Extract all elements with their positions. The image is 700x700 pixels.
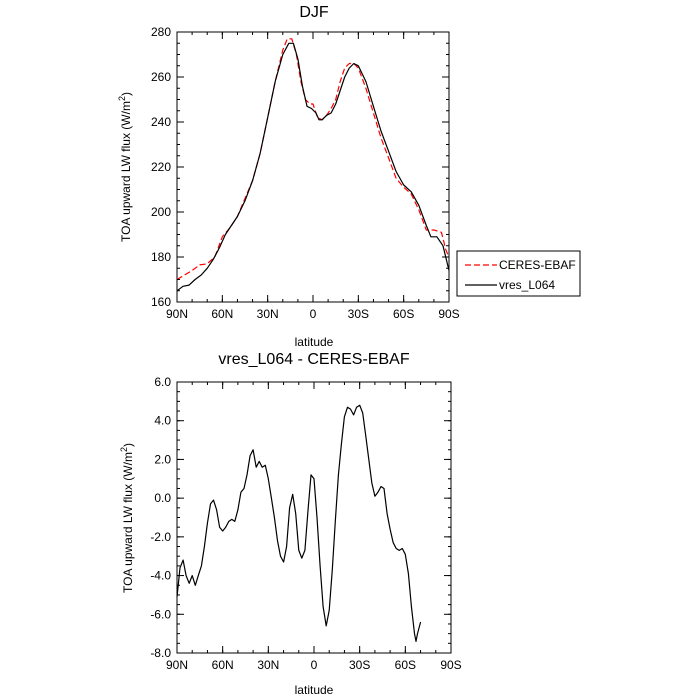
series-lines — [176, 38, 450, 292]
x-tick-label: 60N — [211, 307, 233, 321]
x-axis-label: latitude — [295, 683, 334, 697]
legend-box — [456, 250, 581, 297]
x-tick-label: 90S — [440, 658, 461, 672]
series-line-ceres-ebaf — [176, 38, 450, 281]
y-tick-label: 220 — [151, 160, 171, 174]
y-tick-label: 260 — [151, 70, 171, 84]
series-lines — [176, 404, 422, 642]
y-tick-label: 160 — [151, 295, 171, 309]
y-tick-label: 200 — [151, 205, 171, 219]
y-tick-label: -6.0 — [150, 607, 171, 621]
chart-panel-difference: vres_L064 - CERES-EBAF 90N 60N 30N 0 30S 60S 9… — [119, 351, 462, 697]
y-tick-label: -8.0 — [150, 646, 171, 660]
series-line-difference — [176, 404, 422, 642]
x-tick-label: 0 — [310, 307, 317, 321]
x-tick-label: 90N — [166, 307, 188, 321]
y-axis-label: TOA upward LW flux (W/m2) — [119, 443, 135, 593]
y-tick-label: 2.0 — [154, 452, 171, 466]
y-tick-label: 0.0 — [154, 491, 171, 505]
y-tick-label: 280 — [151, 25, 171, 39]
y-tick-label: 4.0 — [154, 414, 171, 428]
y-tick-label: 240 — [151, 115, 171, 129]
y-tick-label: 6.0 — [154, 375, 171, 389]
y-axis: 160 180 200 220 240 260 280 — [151, 25, 449, 309]
legend: CERES-EBAF vres_L064 — [456, 250, 581, 297]
y-tick-label: 180 — [151, 250, 171, 264]
plot-frame — [176, 31, 450, 303]
x-tick-label: 30S — [349, 658, 370, 672]
x-tick-label: 0 — [311, 658, 318, 672]
y-tick-label: -2.0 — [150, 530, 171, 544]
y-axis-label: TOA upward LW flux (W/m2) — [117, 92, 133, 242]
chart-panel-djf: DJF 90N 60N 30N 0 30S 60S 90S 160 180 200 220 240 2… — [117, 4, 581, 349]
chart-title: DJF — [299, 4, 329, 21]
x-axis-label: latitude — [295, 335, 334, 349]
x-tick-label: 30N — [257, 658, 279, 672]
series-line-vres-l064 — [176, 42, 450, 292]
chart-title: vres_L064 - CERES-EBAF — [218, 351, 409, 368]
y-axis: -8.0 -6.0 -4.0 -2.0 0.0 2.0 4.0 6.0 — [150, 375, 451, 660]
legend-label: CERES-EBAF — [499, 258, 576, 272]
x-tick-label: 60S — [395, 658, 416, 672]
x-tick-label: 90S — [438, 307, 459, 321]
y-tick-label: -4.0 — [150, 569, 171, 583]
x-tick-label: 90N — [166, 658, 188, 672]
x-axis: 90N 60N 30N 0 30S 60S 90S — [166, 382, 462, 672]
x-tick-label: 60N — [212, 658, 234, 672]
legend-label: vres_L064 — [499, 278, 555, 292]
x-tick-label: 30N — [257, 307, 279, 321]
x-tick-label: 60S — [393, 307, 414, 321]
x-axis: 90N 60N 30N 0 30S 60S 90S — [166, 32, 460, 321]
plot-area — [176, 31, 450, 303]
x-tick-label: 30S — [348, 307, 369, 321]
